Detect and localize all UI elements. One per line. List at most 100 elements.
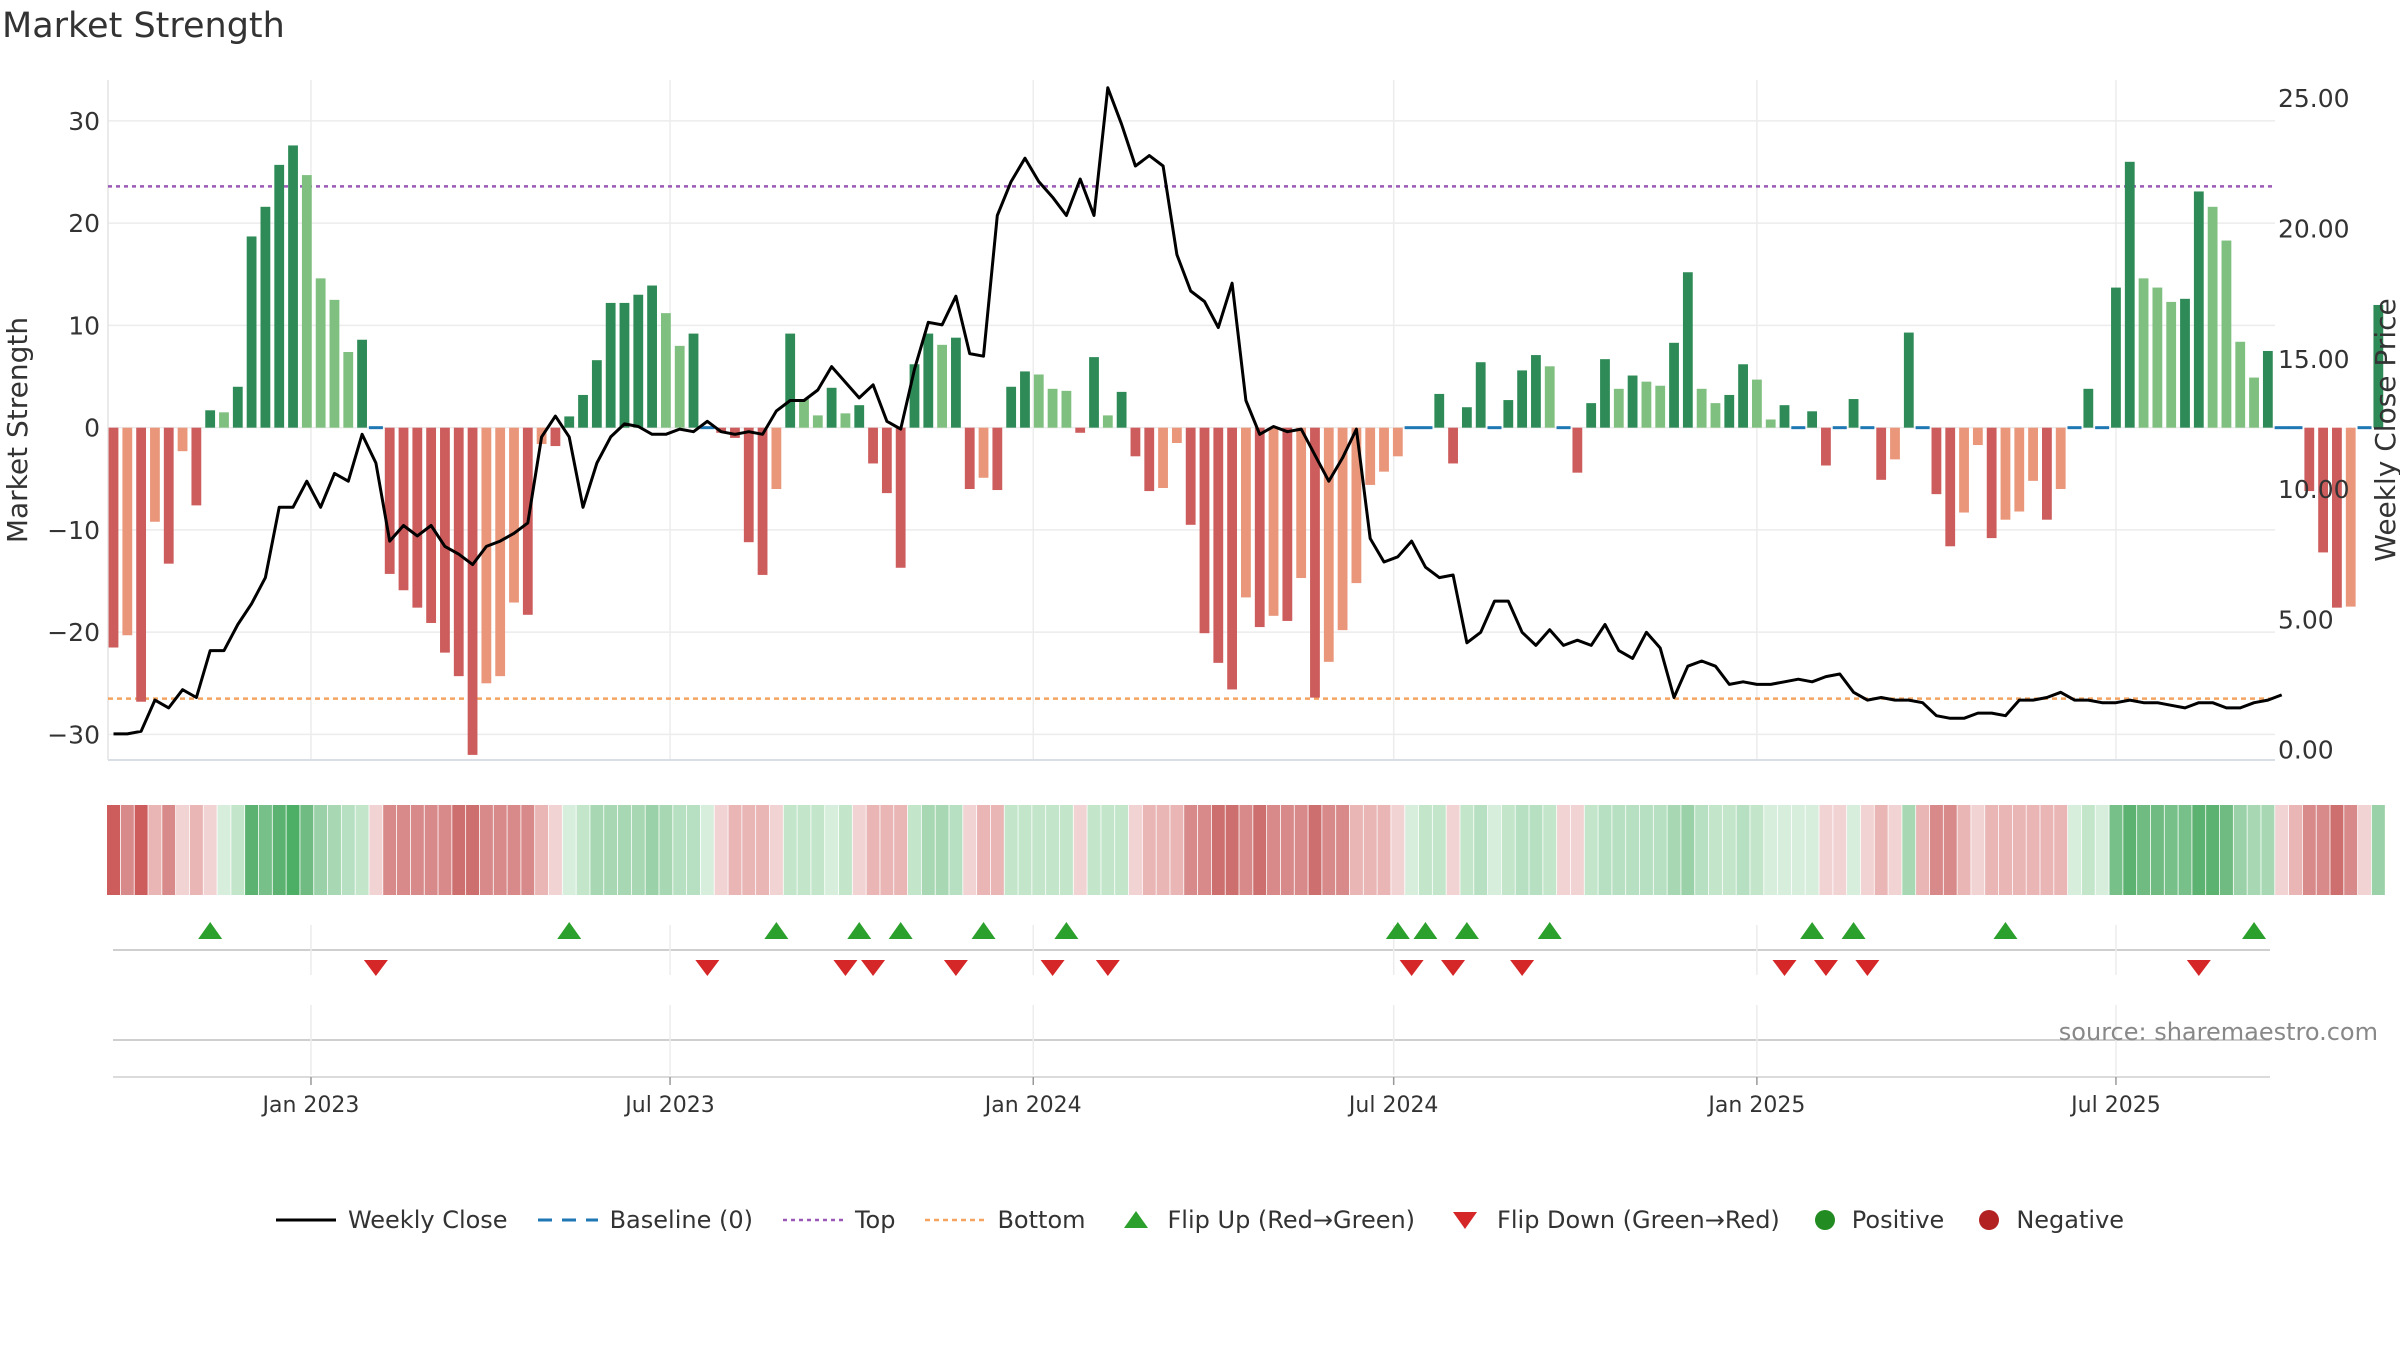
- strength-bar: [1669, 342, 1679, 428]
- strength-bar: [909, 364, 920, 428]
- right-axis: 25.00 20.00 15.00 10.00 5.00 0.00: [2278, 84, 2350, 764]
- strength-bar: [619, 302, 630, 428]
- heat-cell: [2095, 805, 2109, 895]
- heat-cell: [203, 805, 217, 895]
- strength-bar: [757, 427, 768, 575]
- axis-titles: Market Strength Weekly Close Price: [1, 298, 2400, 561]
- strength-bar: [2166, 301, 2177, 428]
- strength-bar: [868, 427, 878, 464]
- heat-cell: [1943, 805, 1957, 895]
- heat-cell: [217, 805, 231, 895]
- x-tick-label: Jul 2025: [2069, 1093, 2161, 1118]
- legend-label: Weekly Close: [347, 1206, 508, 1234]
- heat-cell: [1667, 805, 1681, 895]
- heat-cell: [1529, 805, 1543, 895]
- strength-bar: [1627, 375, 1638, 428]
- flip-up-marker: [888, 922, 913, 939]
- heat-cell: [811, 805, 825, 895]
- heat-cell: [1764, 805, 1778, 895]
- heat-cell: [1087, 805, 1101, 895]
- heat-cell: [1046, 805, 1060, 895]
- flip-up-marker: [1800, 922, 1825, 939]
- heat-cell: [176, 805, 190, 895]
- heat-cell: [1598, 805, 1612, 895]
- legend-label: Bottom: [997, 1206, 1086, 1234]
- strength-bar: [288, 145, 298, 428]
- strength-bar: [467, 427, 478, 755]
- strength-bar: [1130, 427, 1141, 457]
- heat-cell: [700, 805, 714, 895]
- heat-cell: [1819, 805, 1833, 895]
- strength-bar: [163, 427, 174, 564]
- strength-bar: [1641, 381, 1652, 428]
- heat-cell: [424, 805, 438, 895]
- strength-bar: [591, 360, 602, 428]
- y2-tick-label: 5.00: [2278, 605, 2334, 634]
- chart-title: Market Strength: [2, 6, 285, 46]
- y2-tick-label: 25.00: [2278, 84, 2350, 113]
- x-tick-label: Jan 2025: [1706, 1093, 1805, 1118]
- heat-cell: [2178, 805, 2192, 895]
- heat-cell: [341, 805, 355, 895]
- strength-bar: [1986, 427, 1997, 539]
- flip-up-marker: [2242, 922, 2267, 939]
- heat-cell: [1722, 805, 1736, 895]
- heat-cell: [535, 805, 549, 895]
- heat-cell: [162, 805, 176, 895]
- flip-down-marker: [1095, 960, 1120, 976]
- strength-bar: [315, 278, 326, 428]
- heat-cell: [1653, 805, 1667, 895]
- heat-cell: [1929, 805, 1943, 895]
- y2-tick-label: 20.00: [2278, 215, 2350, 244]
- heat-cell: [866, 805, 880, 895]
- heat-cell: [1736, 805, 1750, 895]
- strength-bar: [1531, 355, 1541, 428]
- flip-down-marker: [1510, 960, 1535, 976]
- heat-cell: [1474, 805, 1488, 895]
- heat-cell: [1211, 805, 1225, 895]
- strength-bar: [1020, 371, 1030, 428]
- heat-cell: [1170, 805, 1184, 895]
- strength-bar: [2180, 298, 2190, 428]
- flip-up-marker: [1385, 922, 1410, 939]
- strength-bar: [440, 427, 450, 653]
- heat-cell: [1377, 805, 1391, 895]
- legend-item: Weekly Close: [275, 1206, 508, 1234]
- x-tick-label: Jan 2024: [983, 1093, 1082, 1118]
- heat-cell: [756, 805, 770, 895]
- heat-cell: [1888, 805, 1902, 895]
- strength-bar: [232, 386, 243, 428]
- strength-bar: [2373, 304, 2384, 428]
- heat-cell: [673, 805, 687, 895]
- strength-bar: [1751, 379, 1762, 428]
- heat-cell: [1557, 805, 1571, 895]
- strength-bar: [992, 427, 1003, 491]
- heat-cell: [604, 805, 618, 895]
- heat-cell: [479, 805, 493, 895]
- strength-bar: [1724, 394, 1735, 428]
- strength-bar: [1876, 427, 1887, 480]
- strength-bar: [1972, 427, 1983, 446]
- strength-bar: [923, 333, 934, 428]
- strength-bar: [951, 337, 961, 428]
- x-tick-label: Jan 2023: [261, 1093, 360, 1118]
- heat-cell: [2330, 805, 2344, 895]
- strength-bar: [578, 394, 588, 428]
- strength-bar: [1158, 427, 1168, 488]
- strength-bar: [1765, 419, 1776, 428]
- strength-bar: [1351, 427, 1362, 584]
- strength-bar: [785, 333, 796, 428]
- heat-cell: [1267, 805, 1281, 895]
- heat-cell: [2012, 805, 2026, 895]
- heat-cell: [410, 805, 424, 895]
- strength-bar: [688, 333, 699, 428]
- strength-bar: [1089, 357, 1099, 428]
- heat-cell: [2123, 805, 2137, 895]
- heat-cell: [1308, 805, 1322, 895]
- strength-bar: [2207, 206, 2218, 428]
- x-tick-label: Jul 2024: [1347, 1093, 1439, 1118]
- legend-label: Positive: [1851, 1206, 1945, 1234]
- strength-bar: [661, 313, 671, 428]
- heat-cell: [2137, 805, 2151, 895]
- heat-cell: [1294, 805, 1308, 895]
